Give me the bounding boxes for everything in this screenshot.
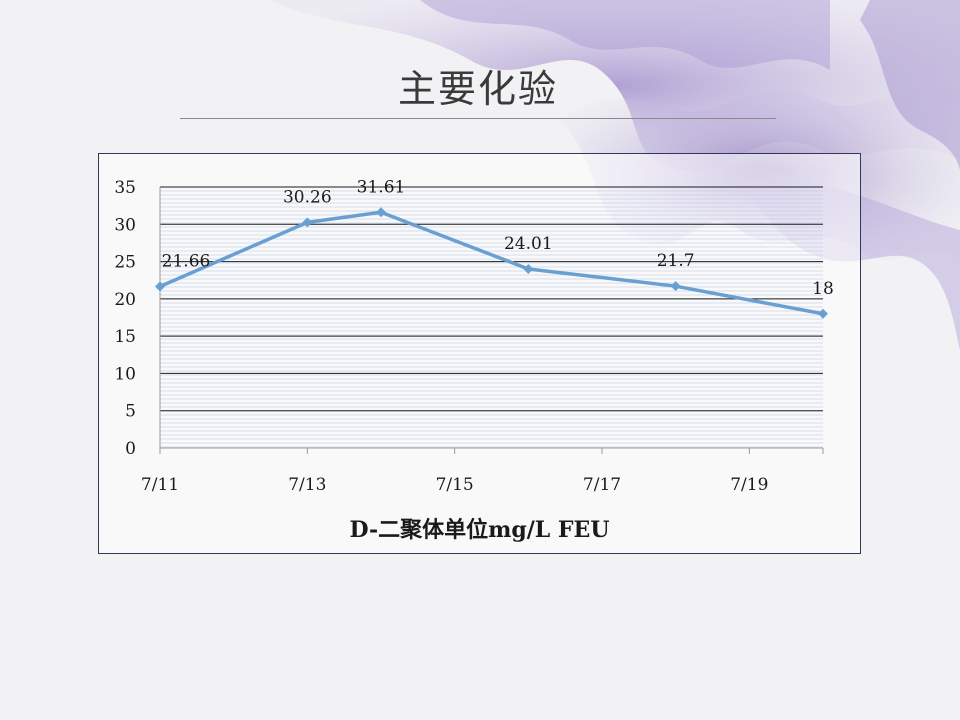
slide-title: 主要化验	[397, 67, 558, 111]
y-tick-label: 20	[114, 290, 136, 310]
y-tick-label: 25	[114, 253, 136, 273]
x-tick-label: 7/13	[288, 475, 326, 495]
data-point-marker	[376, 207, 386, 218]
x-tick-label: 7/17	[583, 475, 621, 495]
data-label: 21.66	[162, 251, 211, 271]
title-divider	[180, 118, 776, 119]
data-label: 31.61	[357, 177, 406, 197]
y-tick-label: 10	[114, 364, 136, 384]
y-tick-label: 30	[114, 215, 136, 235]
data-label: 30.26	[283, 187, 332, 207]
data-label: 21.7	[657, 251, 695, 271]
x-tick-label: 7/19	[730, 475, 768, 495]
series-line	[159, 210, 824, 316]
x-tick-label: 7/15	[436, 475, 474, 495]
chart-frame	[98, 153, 861, 554]
data-point-marker	[523, 263, 534, 274]
data-label: 24.01	[504, 234, 553, 254]
y-tick-label: 5	[125, 402, 136, 422]
data-point-marker	[818, 308, 828, 319]
data-label: 18	[812, 279, 834, 299]
y-tick-label: 15	[114, 327, 136, 347]
x-tick-label: 7/11	[141, 475, 179, 495]
data-point-marker	[155, 281, 165, 292]
data-point-marker	[302, 217, 313, 228]
y-tick-label: 35	[114, 178, 136, 198]
data-point-marker	[670, 281, 681, 292]
y-tick-label: 0	[125, 439, 136, 459]
x-axis-title: D-二聚体单位mg/L FEU	[349, 517, 610, 543]
